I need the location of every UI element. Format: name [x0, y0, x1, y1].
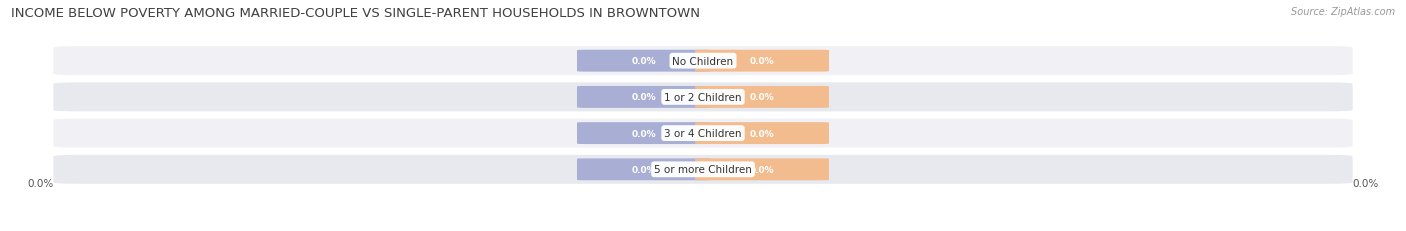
FancyBboxPatch shape: [53, 83, 1353, 112]
FancyBboxPatch shape: [576, 51, 711, 72]
Text: 0.0%: 0.0%: [631, 57, 657, 66]
Text: 5 or more Children: 5 or more Children: [654, 165, 752, 175]
Text: 0.0%: 0.0%: [1353, 178, 1379, 188]
FancyBboxPatch shape: [695, 123, 830, 144]
FancyBboxPatch shape: [695, 51, 830, 72]
Text: 0.0%: 0.0%: [631, 129, 657, 138]
FancyBboxPatch shape: [53, 155, 1353, 184]
Text: 0.0%: 0.0%: [631, 93, 657, 102]
Text: Source: ZipAtlas.com: Source: ZipAtlas.com: [1291, 7, 1395, 17]
FancyBboxPatch shape: [53, 119, 1353, 148]
FancyBboxPatch shape: [695, 159, 830, 180]
Text: No Children: No Children: [672, 56, 734, 66]
Text: 0.0%: 0.0%: [749, 165, 775, 174]
Text: 0.0%: 0.0%: [749, 57, 775, 66]
FancyBboxPatch shape: [576, 159, 711, 180]
Text: 3 or 4 Children: 3 or 4 Children: [664, 128, 742, 139]
Text: 0.0%: 0.0%: [631, 165, 657, 174]
Text: 0.0%: 0.0%: [749, 93, 775, 102]
Text: 0.0%: 0.0%: [749, 129, 775, 138]
Text: 0.0%: 0.0%: [27, 178, 53, 188]
Text: 1 or 2 Children: 1 or 2 Children: [664, 92, 742, 103]
FancyBboxPatch shape: [695, 87, 830, 108]
FancyBboxPatch shape: [576, 87, 711, 108]
Text: INCOME BELOW POVERTY AMONG MARRIED-COUPLE VS SINGLE-PARENT HOUSEHOLDS IN BROWNTO: INCOME BELOW POVERTY AMONG MARRIED-COUPL…: [11, 7, 700, 20]
FancyBboxPatch shape: [53, 47, 1353, 76]
FancyBboxPatch shape: [576, 123, 711, 144]
